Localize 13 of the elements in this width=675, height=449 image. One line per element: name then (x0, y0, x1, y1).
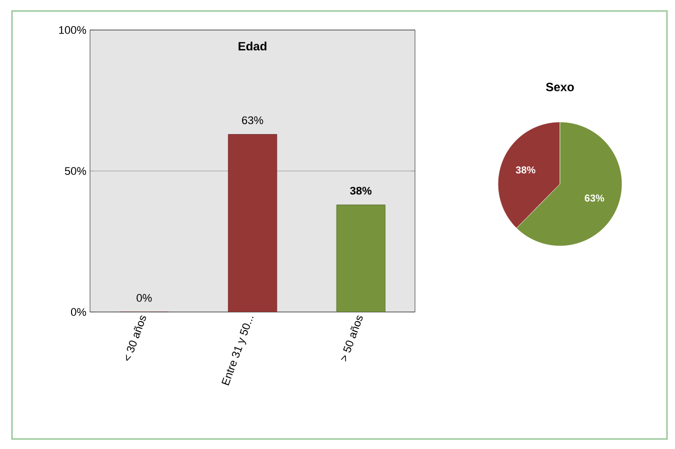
data-label: 38% (350, 186, 372, 195)
x-tick-label: Entre 31 y 50... (222, 316, 254, 386)
y-tick-label: 50% (64, 167, 86, 175)
x-tick-label: < 30 años (126, 316, 146, 361)
data-label: 63% (584, 194, 604, 202)
y-tick-label: 0% (71, 308, 86, 316)
text: Edad (238, 42, 266, 50)
data-label: 38% (516, 166, 536, 174)
chart-title: Sexo (546, 82, 574, 92)
y-tick-label: 100% (59, 26, 86, 34)
data-label: 63% (242, 116, 264, 124)
x-tick-label: > 50 años (340, 316, 363, 362)
data-label: 0% (136, 294, 152, 302)
